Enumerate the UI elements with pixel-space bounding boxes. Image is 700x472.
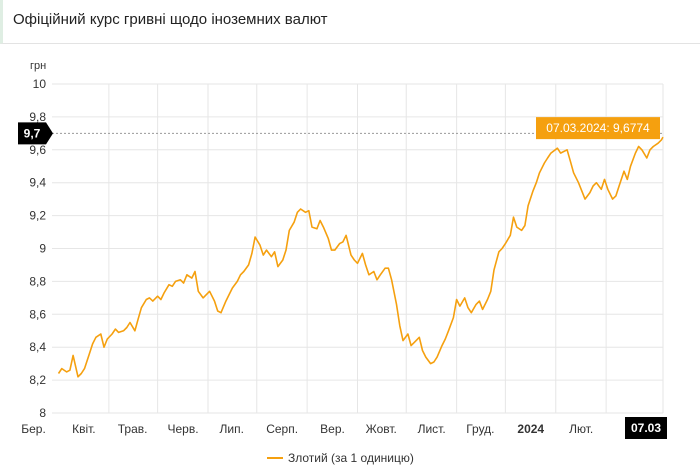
y-axis-ticks: 10 9,8 9,6 9,4 9,2 9 8,8 8,6 8,4 8,2 8 <box>29 77 46 420</box>
x-tick-label: Черв. <box>167 422 198 436</box>
x-tick-label: Бер. <box>21 422 46 436</box>
y-tick-label: 8,6 <box>29 307 46 321</box>
x-tick-label: Лип. <box>220 422 244 436</box>
rate-chart[interactable]: грн 10 9,8 9,6 9,4 9,2 9 8,8 8,6 8,4 8,2 8 Бер. Кві… <box>0 44 700 472</box>
x-tick-label: Жовт. <box>366 422 397 436</box>
y-tick-label: 9,4 <box>29 176 46 190</box>
page-title: Офіційний курс гривні щодо іноземних вал… <box>13 11 328 28</box>
y-tick-label: 9,2 <box>29 209 46 223</box>
x-axis-ticks: Бер. Квіт. Трав. Черв. Лип. Серп. Вер. Жовт. Лис… <box>21 422 593 436</box>
series-line-zloty[interactable] <box>57 136 664 378</box>
crosshair-x-label: 07.03 <box>625 417 667 439</box>
x-tick-label: Лист. <box>418 422 446 436</box>
y-tick-label: 9,6 <box>29 143 46 157</box>
horizontal-grid <box>52 83 663 414</box>
y-tick-label: 8 <box>39 406 46 420</box>
y-tick-label: 8,4 <box>29 340 46 354</box>
x-tick-label: Трав. <box>118 422 148 436</box>
tooltip: 07.03.2024: 9,6774 <box>536 117 660 140</box>
x-tick-label: Серп. <box>266 422 298 436</box>
x-tick-label: Вер. <box>320 422 345 436</box>
crosshair-y-value: 9,7 <box>24 126 41 140</box>
x-tick-label: Квіт. <box>72 422 96 436</box>
rate-chart-svg[interactable]: грн 10 9,8 9,6 9,4 9,2 9 8,8 8,6 8,4 8,2 8 Бер. Кві… <box>0 44 700 472</box>
page-header: Офіційний курс гривні щодо іноземних вал… <box>0 0 700 44</box>
x-tick-label: 2024 <box>517 422 544 436</box>
y-tick-label: 10 <box>33 77 47 91</box>
y-axis-unit-label: грн <box>30 60 46 72</box>
legend[interactable]: Злотий (за 1 одиницю) <box>267 451 414 465</box>
y-tick-label: 8,2 <box>29 373 46 387</box>
y-tick-label: 9,8 <box>29 110 46 124</box>
x-tick-label: Лют. <box>569 422 593 436</box>
crosshair-x-date: 07.03 <box>631 421 661 435</box>
legend-item-zloty[interactable]: Злотий (за 1 одиницю) <box>288 451 414 465</box>
crosshair-y-label: 9,7 <box>18 122 53 145</box>
y-tick-label: 8,8 <box>29 274 46 288</box>
x-tick-label: Груд. <box>466 422 494 436</box>
tooltip-text: 07.03.2024: 9,6774 <box>546 121 650 135</box>
y-tick-label: 9 <box>39 242 46 256</box>
